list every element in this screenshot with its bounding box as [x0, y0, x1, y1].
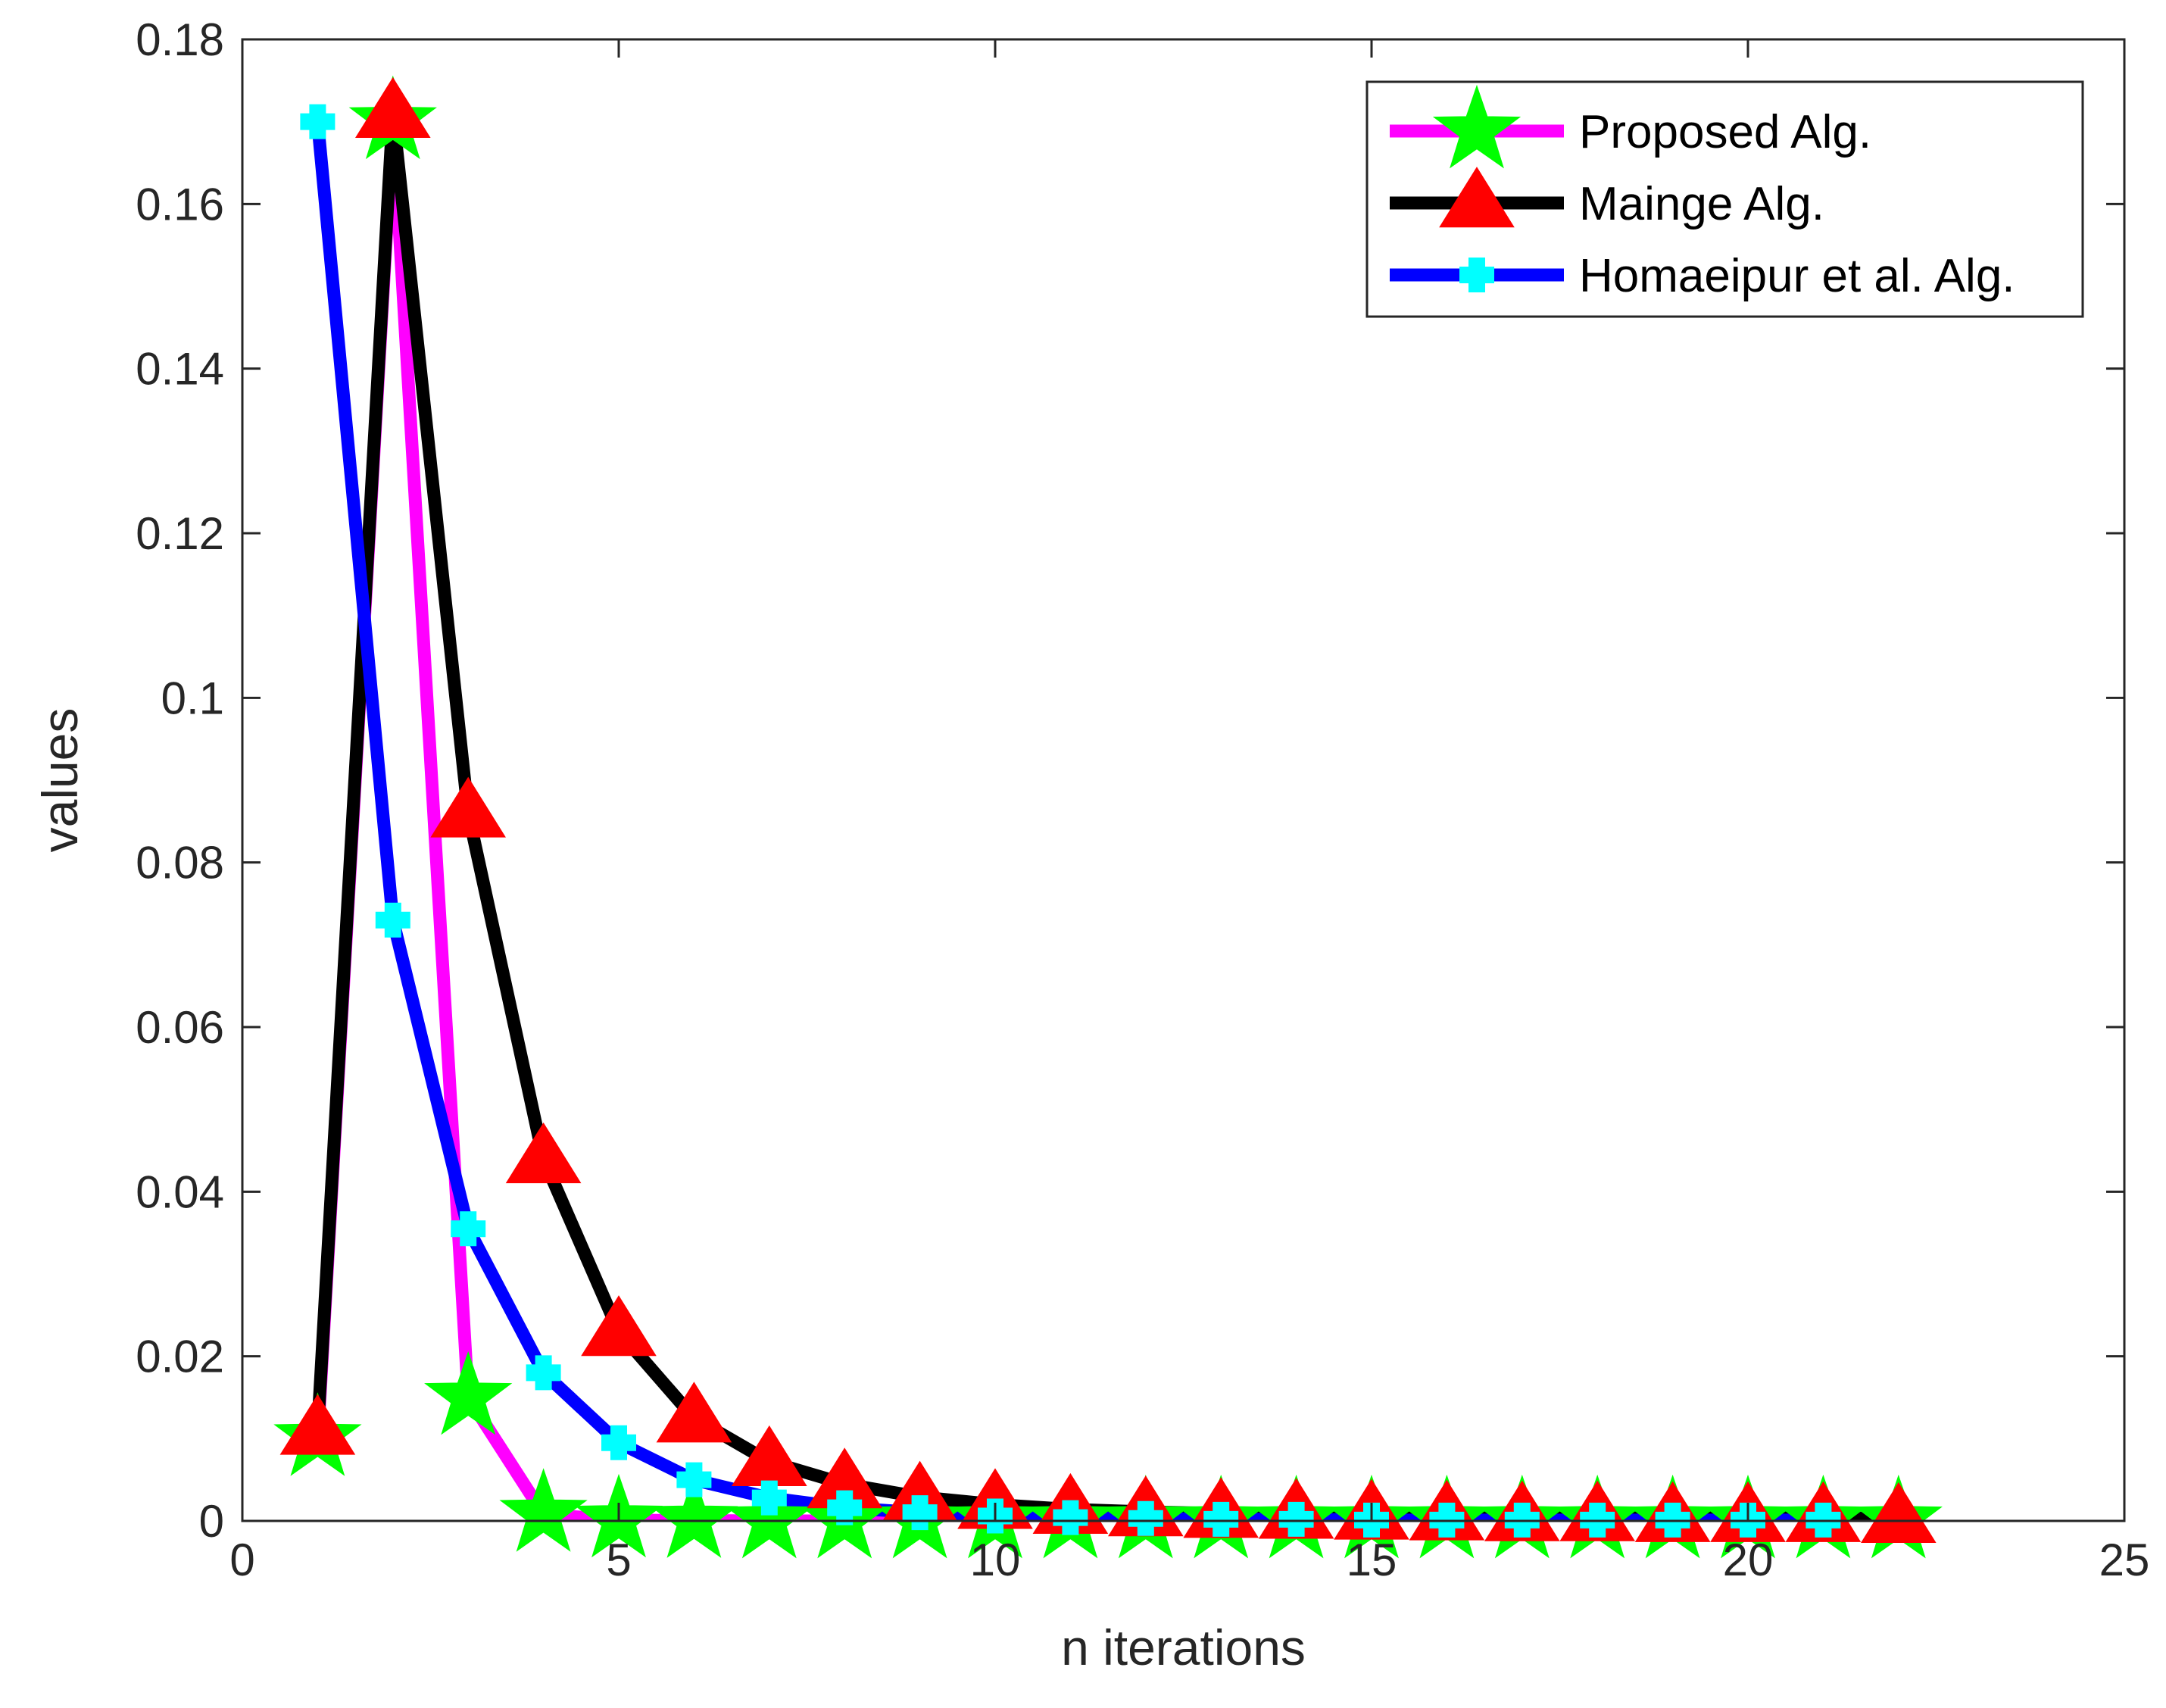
- data-point-mainge-alg: [505, 1122, 582, 1184]
- data-point-homaeipur-et-al-alg: [375, 902, 410, 938]
- data-point-homaeipur-et-al-alg: [902, 1495, 938, 1531]
- data-point-mainge-alg: [581, 1295, 657, 1357]
- legend-item-homaeipur-et-al-alg: Homaeipur et al. Alg.: [1390, 250, 2015, 302]
- legend-marker: [1432, 84, 1522, 169]
- data-point-homaeipur-et-al-alg: [451, 1211, 486, 1247]
- legend: Proposed Alg. Mainge Alg. Homaeipur et al.…: [1365, 80, 2084, 318]
- y-tick-label: 0.08: [136, 838, 224, 888]
- x-axis-title: n iterations: [1061, 1619, 1306, 1675]
- y-tick-label: 0.18: [136, 14, 224, 65]
- x-tick-label: 15: [1347, 1535, 1397, 1585]
- y-tick-label: 0.04: [136, 1166, 224, 1217]
- y-tick-label: 0.06: [136, 1002, 224, 1053]
- x-tick-label: 20: [1723, 1535, 1774, 1585]
- data-point-mainge-alg: [656, 1382, 732, 1443]
- data-point-proposed-alg: [499, 1468, 588, 1552]
- data-point-homaeipur-et-al-alg: [827, 1490, 863, 1525]
- data-point-homaeipur-et-al-alg: [601, 1425, 636, 1460]
- data-point-homaeipur-et-al-alg: [526, 1355, 561, 1391]
- data-point-homaeipur-et-al-alg: [300, 104, 336, 139]
- data-point-homaeipur-et-al-alg: [676, 1462, 712, 1497]
- data-point-mainge-alg: [279, 1394, 356, 1455]
- legend-item-proposed-alg: Proposed Alg.: [1390, 84, 1871, 169]
- y-tick-label: 0.1: [161, 673, 224, 723]
- data-point-mainge-alg: [355, 77, 431, 138]
- y-tick-label: 0: [199, 1496, 224, 1547]
- y-tick-label: 0.14: [136, 344, 224, 395]
- data-point-homaeipur-et-al-alg: [1053, 1500, 1088, 1535]
- data-point-proposed-alg: [650, 1474, 738, 1558]
- data-point-homaeipur-et-al-alg: [1203, 1501, 1239, 1537]
- legend-label: Homaeipur et al. Alg.: [1579, 250, 2015, 302]
- x-tick-label: 25: [2099, 1535, 2150, 1585]
- x-tick-label: 10: [970, 1535, 1021, 1585]
- y-tick-label: 0.16: [136, 179, 224, 230]
- axes-frame: [241, 38, 2126, 1522]
- legend-marker: [1439, 167, 1515, 228]
- x-tick-label: 0: [229, 1535, 254, 1585]
- data-point-homaeipur-et-al-alg: [1278, 1501, 1314, 1537]
- legend-item-mainge-alg: Mainge Alg.: [1390, 167, 1824, 230]
- data-point-mainge-alg: [1861, 1482, 1937, 1543]
- data-point-proposed-alg: [725, 1474, 813, 1559]
- legend-marker: [1459, 258, 1494, 292]
- legend-label: Proposed Alg.: [1579, 106, 1871, 158]
- legend-label: Mainge Alg.: [1579, 178, 1824, 230]
- series-line-proposed-alg: [311, 115, 1905, 1521]
- data-point-mainge-alg: [430, 776, 506, 838]
- data-point-homaeipur-et-al-alg: [1128, 1500, 1163, 1536]
- data-point-proposed-alg: [424, 1350, 513, 1435]
- data-point-homaeipur-et-al-alg: [751, 1480, 787, 1516]
- x-tick-label: 5: [606, 1535, 631, 1585]
- y-tick-label: 0.02: [136, 1332, 224, 1382]
- y-axis-title: values: [32, 708, 88, 853]
- y-tick-label: 0.12: [136, 508, 224, 559]
